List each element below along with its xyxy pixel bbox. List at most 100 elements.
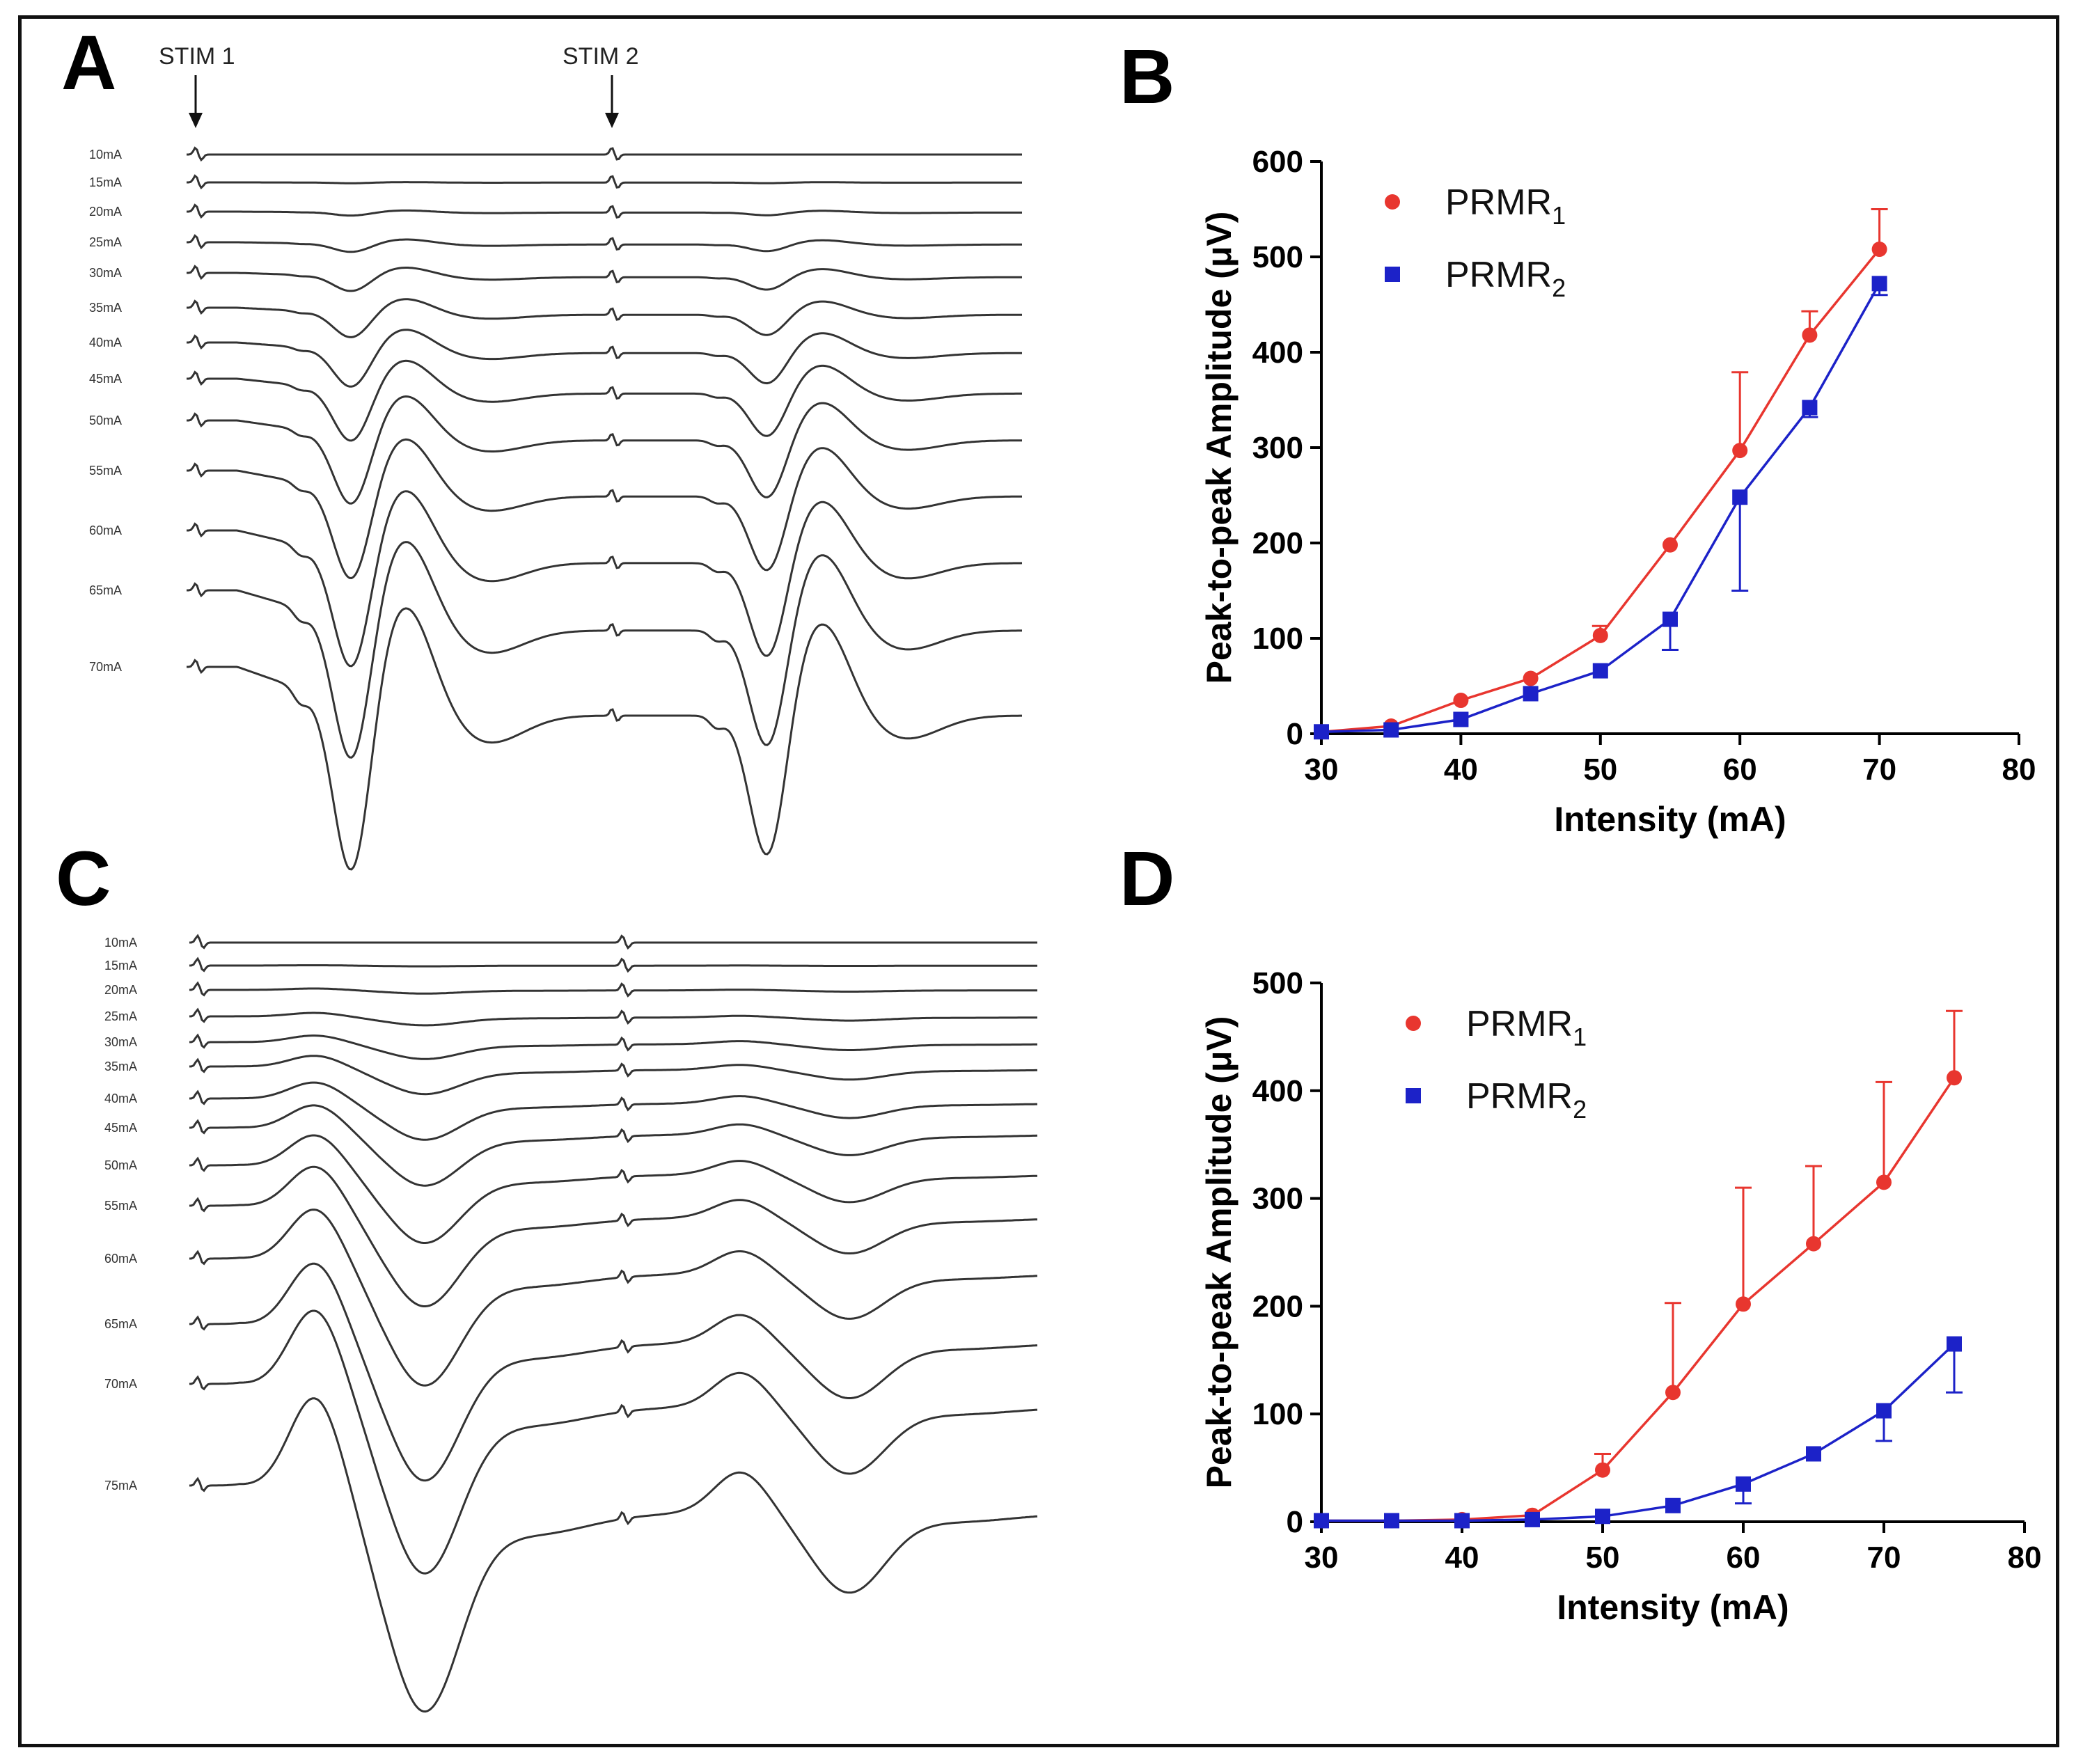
panel-letter-a: A <box>61 20 116 106</box>
data-point-prmr2 <box>1595 1509 1610 1525</box>
trace-line <box>189 1055 1037 1096</box>
trace-line <box>187 490 1023 668</box>
legend-label-prmr1: PRMR1 <box>1445 182 1566 230</box>
trace-label: 40mA <box>104 1092 137 1105</box>
x-tick-label: 70 <box>1867 1541 1901 1575</box>
x-tick-label: 80 <box>2002 753 2036 787</box>
y-tick-label: 100 <box>1252 1397 1303 1431</box>
trace-line <box>187 438 1022 580</box>
data-point-prmr2 <box>1947 1336 1962 1352</box>
x-tick-label: 60 <box>1727 1541 1761 1575</box>
trace-line <box>189 956 1037 973</box>
legend-label-prmr2: PRMR2 <box>1445 255 1566 302</box>
trace-line <box>187 203 1022 219</box>
data-point-prmr1 <box>1523 670 1539 686</box>
y-tick-label: 200 <box>1252 526 1303 560</box>
data-point-prmr2 <box>1523 686 1539 702</box>
trace-label: 20mA <box>89 205 122 219</box>
data-point-prmr1 <box>1806 1236 1821 1252</box>
trace-line <box>187 298 1022 338</box>
legend-name: PRMR <box>1466 1004 1573 1044</box>
figure-frame <box>18 15 2059 1747</box>
data-point-prmr1 <box>1736 1296 1751 1312</box>
trace-label: 15mA <box>89 175 122 189</box>
stim-1-arrow <box>189 75 203 128</box>
trace-line <box>187 174 1022 190</box>
y-tick-label: 0 <box>1287 1505 1303 1539</box>
legend-subscript: 1 <box>1552 201 1566 230</box>
x-axis-title: Intensity (mA) <box>1554 800 1786 839</box>
trace-label: 30mA <box>89 266 122 280</box>
trace-line <box>189 1134 1038 1244</box>
data-point-prmr1 <box>1453 693 1469 709</box>
data-point-prmr2 <box>1454 1513 1470 1529</box>
trace-label: 10mA <box>104 936 137 950</box>
panel-letter-d: D <box>1119 836 1174 922</box>
data-point-prmr2 <box>1314 1513 1329 1529</box>
data-point-prmr2 <box>1314 724 1329 740</box>
y-tick-label: 500 <box>1252 966 1303 1000</box>
trace-label: 55mA <box>89 464 122 478</box>
trace-line <box>187 395 1022 505</box>
trace-line <box>187 146 1022 162</box>
y-tick-label: 300 <box>1252 431 1303 465</box>
trace-line <box>187 359 1022 442</box>
series-line-prmr1 <box>1321 248 1880 734</box>
legend-marker-prmr1 <box>1406 1016 1421 1031</box>
legend-name: PRMR <box>1466 1076 1573 1117</box>
trace-label: 20mA <box>104 983 137 997</box>
data-point-prmr1 <box>1665 1385 1681 1401</box>
trace-line <box>189 1033 1037 1060</box>
x-tick-label: 30 <box>1305 753 1339 787</box>
stim-2-label: STIM 2 <box>563 43 639 70</box>
legend-marker-prmr2 <box>1406 1088 1421 1103</box>
trace-label: 40mA <box>89 336 122 349</box>
data-point-prmr2 <box>1871 276 1887 292</box>
chart-panel-b: 30 40 50 60 70 80 0 100 200 300 400 500 600 Intensity… <box>1200 145 2036 839</box>
trace-label: 60mA <box>89 523 122 537</box>
trace-label: 70mA <box>104 1377 137 1391</box>
data-point-prmr2 <box>1525 1511 1540 1527</box>
data-point-prmr2 <box>1592 663 1608 679</box>
data-point-prmr1 <box>1947 1070 1962 1086</box>
trace-label: 25mA <box>104 1009 137 1023</box>
panel-letter-c: C <box>56 836 111 922</box>
data-point-prmr2 <box>1383 722 1399 738</box>
trace-line <box>187 607 1022 871</box>
trace-label: 10mA <box>89 148 122 162</box>
legend-label-prmr2: PRMR2 <box>1466 1076 1587 1124</box>
trace-label: 60mA <box>104 1252 137 1266</box>
trace-line <box>187 265 1022 292</box>
y-tick-label: 400 <box>1252 1074 1303 1108</box>
trace-label: 75mA <box>104 1479 137 1493</box>
stim-2-arrow <box>605 75 619 128</box>
data-point-prmr1 <box>1876 1174 1892 1190</box>
x-tick-label: 60 <box>1723 753 1757 787</box>
stim-1-label: STIM 1 <box>159 43 235 70</box>
data-point-prmr2 <box>1876 1403 1892 1419</box>
y-axis-title: Peak-to-peak Amplitude (μV) <box>1200 212 1239 684</box>
data-point-prmr2 <box>1665 1497 1681 1513</box>
legend-subscript: 1 <box>1573 1023 1587 1051</box>
data-point-prmr2 <box>1806 1446 1821 1462</box>
traces-panel-c: 10mA 15mA 20mA 25mA 30mA 35mA 40mA 45mA 50mA 55mA… <box>104 934 1038 1713</box>
legend-marker-prmr1 <box>1385 194 1400 210</box>
data-point-prmr2 <box>1732 489 1748 505</box>
x-tick-label: 40 <box>1445 1541 1479 1575</box>
trace-line <box>187 234 1022 253</box>
data-point-prmr1 <box>1871 242 1887 258</box>
trace-line <box>189 1104 1038 1187</box>
y-axis-title: Peak-to-peak Amplitude (μV) <box>1200 1016 1239 1489</box>
data-point-prmr2 <box>1384 1513 1399 1529</box>
data-point-prmr1 <box>1595 1462 1610 1478</box>
data-point-prmr2 <box>1453 711 1469 727</box>
data-point-prmr1 <box>1802 327 1818 343</box>
data-point-prmr2 <box>1736 1476 1751 1492</box>
y-tick-label: 200 <box>1252 1289 1303 1323</box>
trace-label: 50mA <box>89 414 122 427</box>
y-tick-label: 600 <box>1252 145 1303 179</box>
trace-line <box>189 1007 1037 1027</box>
x-axis-title: Intensity (mA) <box>1557 1588 1789 1627</box>
trace-label: 45mA <box>104 1121 137 1135</box>
